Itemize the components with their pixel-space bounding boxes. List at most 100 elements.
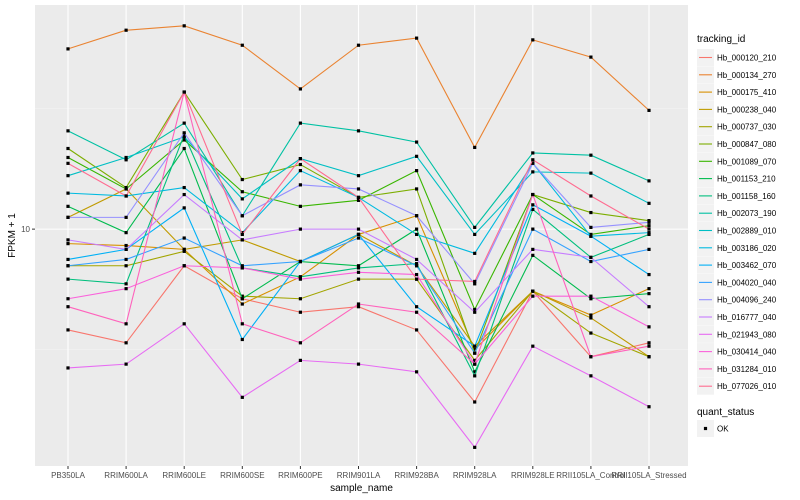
data-point	[473, 251, 477, 255]
data-point	[356, 264, 361, 268]
data-point	[415, 36, 419, 40]
data-point	[124, 257, 128, 262]
data-point	[647, 355, 651, 359]
data-point	[66, 146, 70, 151]
data-point	[589, 171, 593, 175]
legend-label: Hb_002073_190	[717, 209, 777, 218]
data-point	[531, 207, 535, 212]
legend-label: Hb_077026_010	[717, 382, 777, 391]
shape-legend-title: quant_status	[697, 407, 754, 418]
data-point	[240, 294, 244, 298]
data-point	[415, 272, 419, 277]
data-point	[298, 297, 302, 301]
data-point	[182, 264, 186, 268]
data-point	[240, 337, 244, 342]
data-point	[240, 264, 244, 268]
legend-item: Hb_031284_010	[697, 360, 777, 378]
data-point	[589, 232, 593, 237]
data-point	[473, 279, 477, 284]
legend-label: Hb_003186_020	[717, 244, 777, 253]
data-point	[182, 206, 186, 210]
legend-item: Hb_000175_410	[697, 83, 777, 101]
data-point	[531, 247, 535, 251]
legend-label: Hb_016777_040	[717, 313, 777, 322]
x-tick-label: RRIM600SE	[220, 471, 264, 480]
data-point	[240, 395, 244, 399]
data-point	[473, 225, 477, 229]
data-point	[415, 187, 419, 191]
data-point	[124, 187, 128, 191]
legend-label: Hb_001158_160	[717, 192, 776, 201]
data-point	[66, 366, 70, 370]
data-point	[473, 145, 477, 150]
data-point	[66, 47, 70, 51]
data-point	[182, 192, 186, 197]
data-point	[356, 129, 361, 133]
data-point	[473, 344, 477, 348]
data-point	[531, 158, 535, 162]
legend-item: Hb_001089_070	[697, 152, 777, 170]
data-point	[66, 204, 70, 208]
data-point	[182, 133, 186, 137]
data-point	[124, 282, 128, 286]
x-tick-label: RRIM928LA	[453, 471, 497, 480]
data-point	[356, 195, 361, 200]
data-point	[298, 275, 302, 279]
series-Hb_016777_040	[66, 192, 651, 314]
data-point	[589, 255, 593, 259]
data-point	[415, 328, 419, 332]
legend-label: Hb_001153_210	[717, 175, 776, 184]
data-point	[473, 282, 477, 286]
data-point	[531, 344, 535, 348]
data-point	[182, 249, 186, 253]
data-point	[473, 351, 477, 355]
data-point	[647, 325, 651, 329]
data-point	[182, 236, 186, 240]
data-point	[298, 310, 302, 314]
data-point	[298, 341, 302, 345]
y-axis-title: FPKM + 1	[7, 213, 18, 258]
data-point	[531, 38, 535, 42]
data-point	[589, 225, 593, 229]
legend-label: Hb_000238_040	[717, 105, 777, 114]
data-point	[356, 302, 361, 306]
data-point	[124, 362, 128, 366]
data-point	[415, 305, 419, 309]
data-point	[356, 198, 361, 202]
data-point	[531, 227, 535, 231]
legend-item: Hb_030414_040	[697, 343, 777, 361]
data-point	[298, 259, 302, 264]
series-Hb_030414_040	[66, 264, 651, 366]
data-point	[298, 204, 302, 208]
data-point	[182, 24, 186, 28]
data-point	[356, 227, 361, 231]
data-point	[66, 238, 70, 242]
data-point	[182, 121, 186, 125]
data-point	[298, 162, 302, 167]
legend-item: Hb_000120_210	[697, 49, 777, 66]
data-point	[124, 231, 128, 235]
legend-label: Hb_004096_240	[717, 296, 777, 305]
data-point	[415, 232, 419, 237]
data-point	[647, 220, 651, 224]
data-point	[589, 210, 593, 215]
x-tick-label: RRIM928BA	[394, 471, 439, 480]
data-point	[240, 43, 244, 47]
data-point	[124, 243, 128, 248]
data-point	[298, 157, 302, 161]
data-point	[356, 187, 361, 191]
data-point	[66, 257, 70, 262]
data-point	[473, 445, 477, 449]
legend-label: Hb_002889_010	[717, 227, 777, 236]
legend-label: Hb_021943_080	[717, 330, 777, 339]
legend-item: Hb_016777_040	[697, 308, 777, 326]
data-point	[356, 277, 361, 281]
legend-label: Hb_001089_070	[717, 157, 777, 166]
data-point	[182, 131, 186, 135]
data-point	[415, 227, 419, 231]
data-point	[66, 242, 70, 246]
data-point	[240, 214, 244, 218]
data-point	[66, 297, 70, 301]
data-point	[589, 313, 593, 317]
